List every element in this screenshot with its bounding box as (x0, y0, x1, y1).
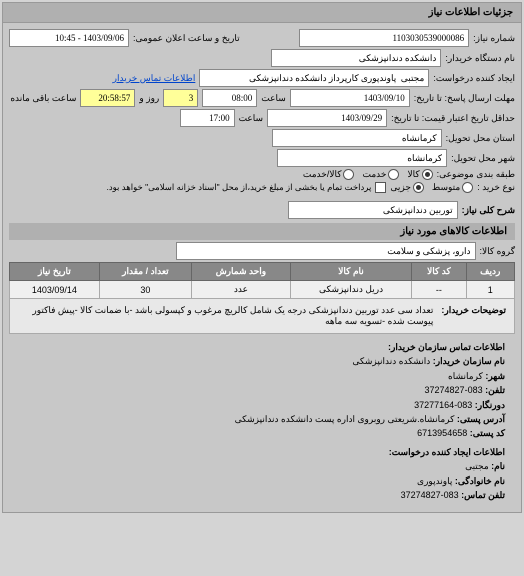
val-fax: 083-37277164 (414, 400, 472, 410)
input-deadline-time[interactable] (202, 89, 257, 107)
label-payment-note: پرداخت تمام یا بخشی از مبلغ خرید،از محل … (107, 182, 372, 193)
input-deadline-date[interactable] (290, 89, 410, 107)
input-validity-time[interactable] (180, 109, 235, 127)
radio-group-subject: کالا خدمت کالا/خدمت (303, 169, 433, 180)
input-req-no[interactable] (299, 29, 469, 47)
val-name: مجتبی (465, 461, 489, 471)
val-family: پاوندپوری (417, 476, 452, 486)
label-req-no: شماره نیاز: (473, 33, 515, 44)
cell-date: 1403/09/14 (10, 281, 100, 299)
buyer-desc-label: توضیحات خریدار: (437, 303, 510, 329)
val-contact-phone: 083-37274827 (401, 490, 459, 500)
label-remaining: ساعت باقی مانده (10, 93, 76, 104)
th-qty: تعداد / مقدار (99, 263, 191, 281)
th-name: نام کالا (290, 263, 411, 281)
label-deadline: مهلت ارسال پاسخ: تا تاریخ: (414, 93, 515, 104)
lbl-zip: کد پستی: (470, 428, 505, 438)
lbl-phone: تلفن: (485, 385, 505, 395)
label-province: استان محل تحویل: (446, 133, 515, 144)
input-validity-date[interactable] (267, 109, 387, 127)
radio-group-purchase: متوسط جزیی (390, 182, 473, 193)
cell-unit: عدد (192, 281, 291, 299)
input-province[interactable] (272, 129, 442, 147)
radio-goods-service[interactable]: کالا/خدمت (303, 169, 355, 180)
radio-goods[interactable]: کالا (407, 169, 432, 180)
label-goods-group: گروه کالا: (480, 246, 515, 257)
label-buyer-org: نام دستگاه خریدار: (445, 53, 515, 64)
input-remaining-days (163, 89, 198, 107)
radio-medium[interactable]: متوسط (432, 182, 473, 193)
lbl-contact-phone: تلفن تماس: (461, 490, 505, 500)
label-city: شهر محل تحویل: (451, 153, 515, 164)
input-goods-group[interactable] (176, 242, 476, 260)
contact-title: اطلاعات تماس سازمان خریدار: (388, 342, 505, 352)
cell-row: 1 (466, 281, 514, 299)
label-creator: ایجاد کننده درخواست: (433, 73, 515, 84)
label-subject-class: طبقه بندی موضوعی: (437, 169, 515, 180)
input-pub-datetime[interactable] (9, 29, 129, 47)
buyer-desc-row: توضیحات خریدار: تعداد سی عدد توربین دندا… (9, 298, 515, 334)
section-goods-info: اطلاعات کالاهای مورد نیاز (9, 223, 515, 240)
val-address: کرمانشاه.شریعتی روبروی اداره پست دانشکده… (235, 414, 455, 424)
label-day-and: روز و (139, 93, 159, 104)
input-need-desc[interactable] (288, 201, 458, 219)
lbl-city2: شهر: (485, 371, 505, 381)
input-city[interactable] (277, 149, 447, 167)
th-unit: واحد شمارش (192, 263, 291, 281)
val-org-name: دانشکده دندانپزشکی (352, 356, 430, 366)
cell-code: -- (412, 281, 466, 299)
link-buyer-contact[interactable]: اطلاعات تماس خریدار (113, 73, 196, 84)
check-payment[interactable] (375, 182, 386, 193)
goods-table: ردیف کد کالا نام کالا واحد شمارش تعداد /… (9, 262, 515, 299)
radio-partial[interactable]: جزیی (390, 182, 424, 193)
cell-qty: 30 (99, 281, 191, 299)
label-need-desc: شرح کلی نیاز: (462, 205, 515, 216)
table-row[interactable]: 1 -- دریل دندانپزشکی عدد 30 1403/09/14 (10, 281, 515, 299)
lbl-address: آدرس پستی: (457, 414, 505, 424)
cell-name: دریل دندانپزشکی (290, 281, 411, 299)
input-remaining-time (80, 89, 135, 107)
lbl-org-name: نام سازمان خریدار: (433, 356, 505, 366)
label-purchase-type: نوع خرید : (477, 182, 515, 193)
lbl-family: نام خانوادگی: (455, 476, 505, 486)
label-time-1: ساعت (261, 93, 286, 104)
val-city2: کرمانشاه (448, 371, 483, 381)
input-buyer-org[interactable] (271, 49, 441, 67)
buyer-desc-text: تعداد سی عدد توربین دندانپزشکی درجه یک ش… (14, 303, 437, 329)
lbl-fax: دورنگار: (475, 400, 505, 410)
creator-info-title: اطلاعات ایجاد کننده درخواست: (389, 447, 505, 457)
label-pub-datetime: تاریخ و ساعت اعلان عمومی: (133, 33, 240, 44)
label-validity: حداقل تاریخ اعتبار قیمت: تا تاریخ: (391, 113, 515, 124)
radio-service[interactable]: خدمت (362, 169, 399, 180)
lbl-name: نام: (491, 461, 505, 471)
val-zip: 6713954658 (417, 428, 467, 438)
th-date: تاریخ نیاز (10, 263, 100, 281)
input-creator[interactable] (199, 69, 429, 87)
val-phone: 083-37274827 (425, 385, 483, 395)
th-row: ردیف (466, 263, 514, 281)
th-code: کد کالا (412, 263, 466, 281)
panel-title: جزئیات اطلاعات نیاز (3, 3, 521, 23)
label-time-2: ساعت (239, 113, 264, 124)
